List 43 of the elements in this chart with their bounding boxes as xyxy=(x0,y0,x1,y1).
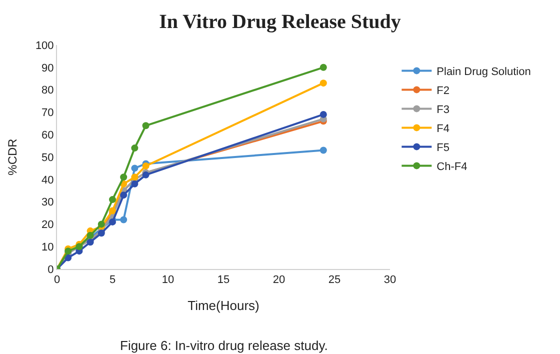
legend-label: Ch-F4 xyxy=(436,160,468,173)
y-tick-label: 40 xyxy=(42,174,54,186)
y-tick-label: 0 xyxy=(48,264,54,276)
point xyxy=(120,174,128,181)
point xyxy=(320,146,327,154)
point xyxy=(131,144,138,152)
y-tick-label: 100 xyxy=(35,40,54,52)
y-tick-label: 30 xyxy=(42,196,54,209)
point xyxy=(320,110,327,118)
y-tick-label: 70 xyxy=(42,107,54,120)
x-axis-title: Time(Hours) xyxy=(188,298,260,313)
x-tick-label: 20 xyxy=(272,274,286,286)
x-tick-label: 10 xyxy=(162,274,174,286)
legend-label: F2 xyxy=(436,84,450,97)
x-tick-label: 25 xyxy=(328,274,341,286)
point xyxy=(120,216,128,224)
y-tick-label: 50 xyxy=(42,152,54,164)
x-tick-label: 5 xyxy=(109,274,116,286)
x-tick-label: 15 xyxy=(217,274,230,286)
legend-label: F5 xyxy=(436,142,450,154)
chart-title: In Vitro Drug Release Study xyxy=(159,11,401,34)
point xyxy=(98,230,105,237)
point xyxy=(320,64,327,71)
y-axis-title: %CDR xyxy=(6,138,20,176)
point xyxy=(131,164,138,172)
caption: Figure 6: In-vitro drug release study. xyxy=(120,338,328,353)
y-tick-label: 60 xyxy=(42,129,54,142)
legend-label: F3 xyxy=(436,104,450,116)
point xyxy=(109,196,116,204)
y-tick-label: 80 xyxy=(42,84,54,97)
point xyxy=(86,238,94,246)
point xyxy=(86,232,94,239)
x-tick-label: 30 xyxy=(384,274,396,286)
point xyxy=(320,80,327,87)
legend-label: Plain Drug Solution xyxy=(436,66,531,78)
point xyxy=(142,122,150,130)
point xyxy=(109,207,116,214)
legend-label: F4 xyxy=(436,122,450,135)
y-tick-label: 20 xyxy=(42,219,54,232)
point xyxy=(120,192,128,199)
point xyxy=(131,180,138,188)
y-tick-label: 90 xyxy=(42,62,54,74)
y-tick-label: 10 xyxy=(42,241,54,254)
